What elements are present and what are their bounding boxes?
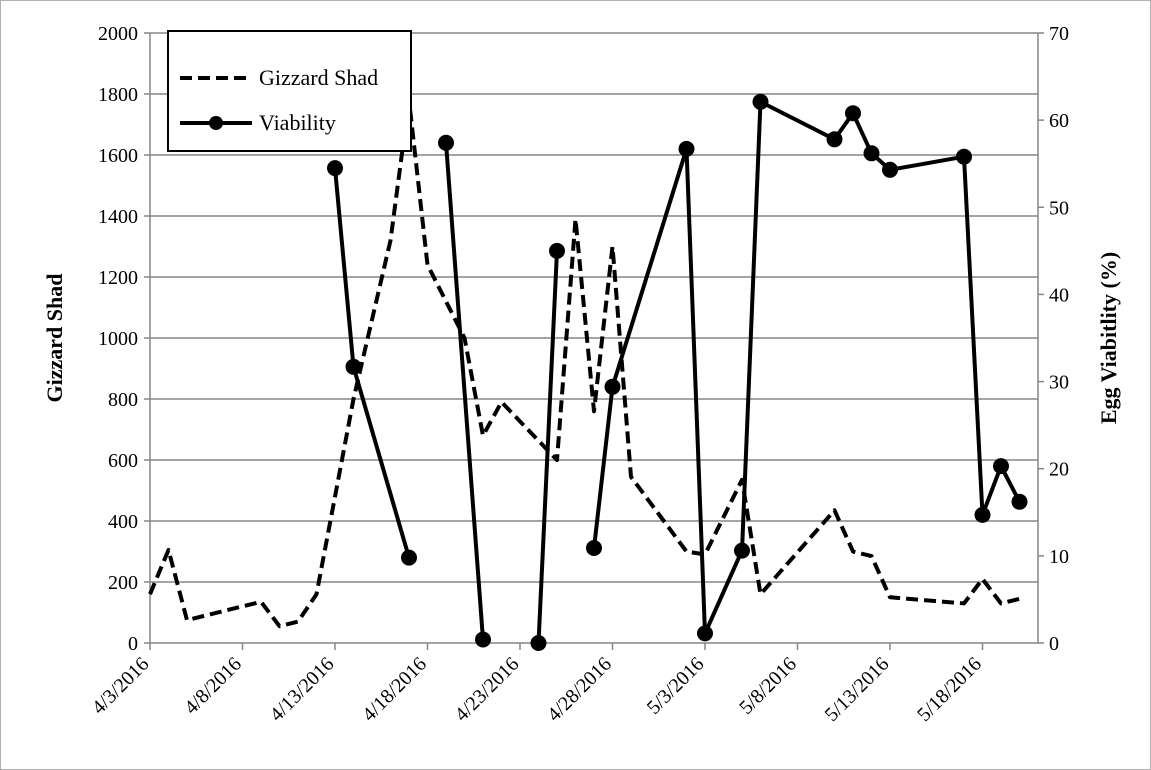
y-right-tick-label: 50 bbox=[1049, 197, 1069, 219]
y-right-tick-label: 40 bbox=[1049, 284, 1069, 306]
legend-viability-marker bbox=[209, 116, 223, 130]
y-left-tick-label: 1400 bbox=[98, 206, 138, 228]
viability-series-line bbox=[444, 142, 485, 640]
y-right-tick-label: 70 bbox=[1049, 23, 1069, 45]
viability-point bbox=[345, 358, 362, 375]
series-layer bbox=[148, 93, 1028, 651]
viability-point bbox=[586, 540, 602, 556]
legend-box bbox=[167, 30, 412, 152]
y-left-tick-label: 1000 bbox=[98, 328, 138, 350]
viability-point bbox=[845, 105, 861, 122]
viability-series-line bbox=[536, 250, 559, 644]
viability-point bbox=[530, 635, 547, 651]
y-left-tick-label: 200 bbox=[108, 572, 138, 594]
y-left-tick-label: 2000 bbox=[98, 23, 138, 45]
gizzard-shad-series-line bbox=[148, 98, 1020, 629]
viability-point bbox=[475, 631, 491, 648]
viability-point bbox=[549, 242, 565, 259]
viability-point bbox=[401, 549, 417, 566]
y-right-tick-label: 0 bbox=[1049, 633, 1059, 655]
viability-point bbox=[734, 542, 750, 559]
viability-point bbox=[993, 458, 1009, 475]
legend: Gizzard Shad Viability bbox=[167, 30, 412, 152]
viability-point bbox=[438, 134, 454, 151]
viability-point bbox=[974, 506, 991, 523]
y-right-tick-label: 30 bbox=[1049, 372, 1069, 394]
legend-viability-label: Viability bbox=[259, 110, 336, 135]
viability-point bbox=[956, 148, 972, 165]
viability-point bbox=[882, 161, 898, 178]
viability-point bbox=[863, 145, 880, 162]
viability-point bbox=[327, 160, 343, 177]
y-right-tick-label: 20 bbox=[1049, 459, 1069, 481]
y-right-tick-label: 60 bbox=[1049, 110, 1069, 132]
legend-gizzard-shad-label: Gizzard Shad bbox=[259, 65, 378, 90]
viability-point bbox=[697, 625, 713, 642]
viability-point bbox=[752, 93, 769, 110]
y-right-tick-label: 10 bbox=[1049, 546, 1069, 568]
y-left-tick-label: 0 bbox=[128, 633, 138, 655]
y-left-tick-label: 1800 bbox=[98, 84, 138, 106]
axes bbox=[144, 32, 1044, 650]
viability-point bbox=[604, 378, 621, 395]
viability-point bbox=[678, 140, 695, 157]
y-axis-left-title: Gizzard Shad bbox=[42, 274, 67, 403]
y-left-tick-label: 600 bbox=[108, 450, 138, 472]
viability-series-line bbox=[592, 99, 1022, 636]
y-left-tick-label: 1600 bbox=[98, 145, 138, 167]
viability-point bbox=[826, 131, 843, 148]
viability-point bbox=[1011, 493, 1028, 510]
y-left-tick-label: 400 bbox=[108, 511, 138, 533]
y-left-tick-label: 800 bbox=[108, 389, 138, 411]
y-left-tick-label: 1200 bbox=[98, 267, 138, 289]
y-axis-right-title: Egg Viabitlity (%) bbox=[1096, 252, 1121, 424]
